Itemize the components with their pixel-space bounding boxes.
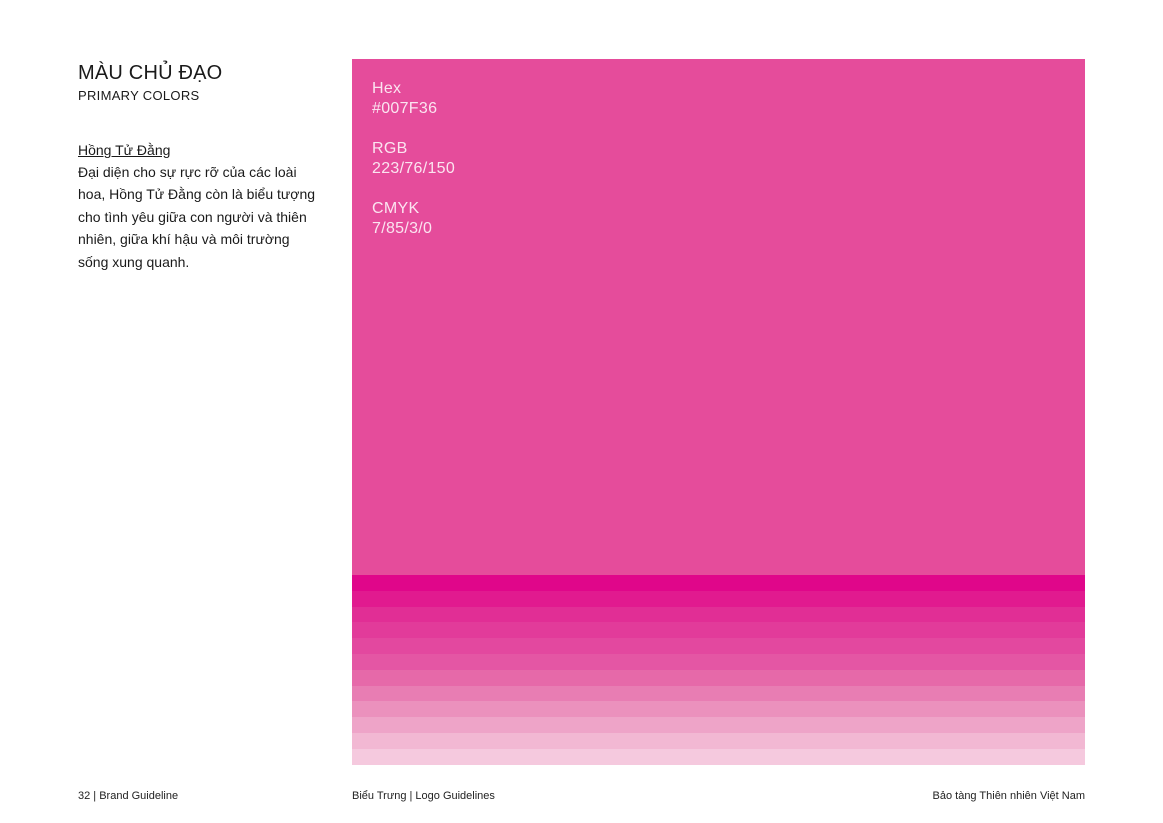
spec-value: 7/85/3/0 <box>372 220 433 237</box>
footer-section-label: Biểu Trưng | Logo Guidelines <box>352 790 495 802</box>
tint-band <box>352 732 1085 749</box>
primary-color-swatch: Hex #007F36 RGB 223/76/150 CMYK 7/85/3/0 <box>352 59 1085 575</box>
page-title: MÀU CHỦ ĐẠO <box>78 62 223 84</box>
tint-band <box>352 717 1085 733</box>
tint-band <box>352 606 1085 623</box>
tint-band <box>352 590 1085 607</box>
color-name: Hồng Tử Đằng <box>78 142 171 158</box>
spec-label: CMYK <box>372 200 420 217</box>
spec-value: #007F36 <box>372 100 438 117</box>
tint-band <box>352 638 1085 654</box>
spec-hex: Hex #007F36 <box>372 79 455 119</box>
spec-cmyk: CMYK 7/85/3/0 <box>372 199 455 239</box>
page-subtitle: PRIMARY COLORS <box>78 88 200 103</box>
tint-band <box>352 701 1085 718</box>
spec-label: RGB <box>372 140 408 157</box>
color-description: Đại diện cho sự rực rỡ của các loài hoa,… <box>78 164 316 270</box>
footer-organization: Bảo tàng Thiên nhiên Việt Nam <box>932 790 1085 802</box>
tint-band <box>352 575 1085 591</box>
footer-page-label: 32 | Brand Guideline <box>78 790 179 802</box>
color-specs: Hex #007F36 RGB 223/76/150 CMYK 7/85/3/0 <box>372 79 455 259</box>
tint-band <box>352 653 1085 670</box>
tint-strip <box>352 575 1085 765</box>
tint-band <box>352 669 1085 686</box>
text-column: MÀU CHỦ ĐẠO PRIMARY COLORS Hồng Tử Đằng … <box>78 60 318 273</box>
tint-band <box>352 685 1085 702</box>
tint-band <box>352 748 1085 765</box>
spec-label: Hex <box>372 80 402 97</box>
spec-value: 223/76/150 <box>372 160 456 177</box>
spec-rgb: RGB 223/76/150 <box>372 139 455 179</box>
tint-band <box>352 622 1085 639</box>
